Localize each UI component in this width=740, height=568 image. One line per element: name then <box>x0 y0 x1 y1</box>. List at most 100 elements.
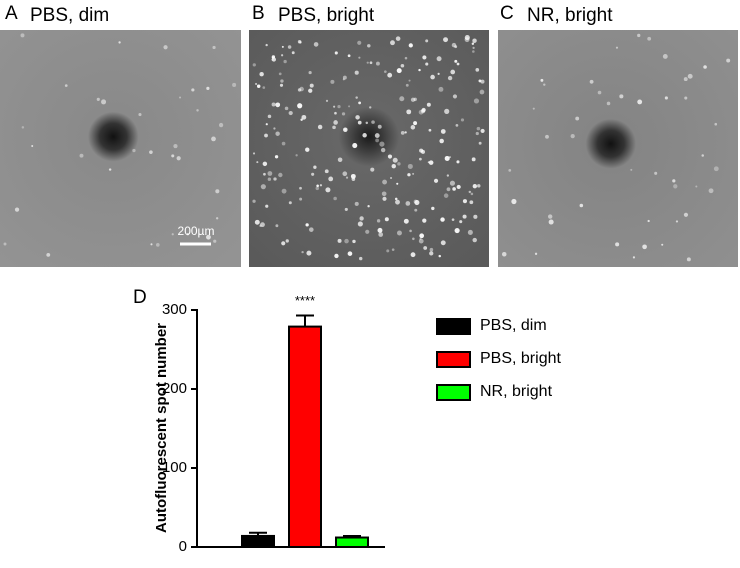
micrograph <box>249 30 489 267</box>
spot <box>438 86 444 92</box>
spot <box>31 145 34 148</box>
spot <box>299 41 302 44</box>
spot <box>440 217 445 222</box>
spot <box>358 56 361 59</box>
spot <box>456 62 460 66</box>
spot <box>470 192 474 196</box>
y-tick-label: 100 <box>162 459 187 476</box>
spot <box>703 65 707 69</box>
spot <box>447 75 453 81</box>
spot <box>101 99 107 105</box>
spot <box>279 83 284 87</box>
spot <box>274 155 279 159</box>
spot <box>64 84 68 87</box>
spot <box>359 256 363 261</box>
spot <box>396 230 402 236</box>
spot <box>132 148 136 153</box>
spot <box>471 42 475 45</box>
spot <box>311 172 315 176</box>
spot <box>267 114 272 119</box>
spot <box>3 242 7 246</box>
spot <box>278 72 282 76</box>
spot <box>570 133 575 139</box>
spot <box>350 173 356 179</box>
spot <box>295 154 298 157</box>
spot <box>267 171 273 176</box>
spot <box>443 37 449 43</box>
spot <box>413 121 418 126</box>
spot <box>431 206 435 211</box>
spot <box>215 189 220 194</box>
spot <box>264 133 268 138</box>
spot <box>423 246 428 250</box>
spot <box>418 68 421 72</box>
spot <box>475 131 479 136</box>
spot <box>377 227 383 233</box>
spot <box>352 143 358 149</box>
spot <box>413 97 417 102</box>
spots <box>3 33 731 262</box>
spot <box>454 227 460 234</box>
spot <box>433 178 439 183</box>
spot <box>260 184 266 190</box>
significance: **** <box>295 293 315 308</box>
spot <box>454 59 458 63</box>
spot <box>334 111 337 115</box>
spot <box>446 187 451 192</box>
spot <box>410 125 416 130</box>
spot <box>271 55 276 59</box>
spot <box>469 200 474 205</box>
spot <box>449 180 456 186</box>
spot <box>439 138 444 144</box>
spot <box>355 96 358 99</box>
spot <box>683 77 688 82</box>
spot <box>615 46 619 49</box>
spot <box>454 45 458 49</box>
spot <box>150 243 153 246</box>
spot <box>308 227 314 232</box>
spot <box>252 199 256 203</box>
spot <box>325 99 329 102</box>
spot <box>545 134 549 139</box>
spot <box>254 219 260 225</box>
spot <box>206 234 211 240</box>
spot <box>325 187 331 193</box>
spot <box>357 40 362 45</box>
spot <box>348 105 351 108</box>
spot <box>252 63 256 67</box>
legend-swatch <box>436 384 471 401</box>
spot <box>281 188 287 194</box>
y-tick-label: 300 <box>162 301 187 318</box>
spot <box>425 62 429 66</box>
spot <box>271 102 276 107</box>
spot <box>390 40 395 46</box>
spot <box>375 138 380 143</box>
spot <box>396 182 399 185</box>
spot <box>377 124 382 129</box>
spot <box>508 168 512 172</box>
panel-letter: B <box>252 3 265 24</box>
spot <box>265 43 268 47</box>
spot <box>281 54 284 57</box>
panel-title: PBS, dim <box>30 5 109 26</box>
spot <box>419 237 422 240</box>
spot <box>344 238 349 244</box>
spot <box>316 184 319 188</box>
spot <box>176 156 181 161</box>
spot <box>472 50 475 53</box>
spot <box>382 196 387 201</box>
spot <box>413 199 418 204</box>
spot <box>444 108 450 114</box>
spot <box>391 164 396 169</box>
spot <box>686 257 691 262</box>
spot <box>400 131 405 135</box>
spot <box>511 198 517 205</box>
spot <box>425 39 429 43</box>
spot <box>283 59 287 64</box>
spot <box>391 248 395 251</box>
spot <box>171 154 175 158</box>
spot <box>687 73 693 79</box>
spot <box>347 54 351 58</box>
spot <box>726 58 731 63</box>
spot <box>288 201 292 205</box>
